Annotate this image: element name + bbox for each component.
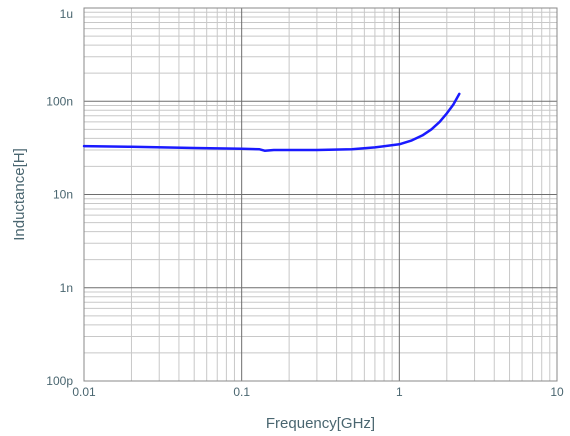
plot-frame xyxy=(83,7,558,382)
y-tick-label: 1u xyxy=(60,7,73,21)
y-axis-label: Inductance[H] xyxy=(11,148,28,241)
y-tick-label: 100n xyxy=(46,94,73,108)
y-tick-label: 1n xyxy=(60,281,73,295)
y-tick-label: 10n xyxy=(53,188,73,202)
x-tick-label: 10 xyxy=(550,385,564,399)
y-tick-label: 100p xyxy=(46,374,73,388)
x-tick-label: 1 xyxy=(396,385,403,399)
y-tick-labels: 100p 1n 10n 100n 1u xyxy=(46,7,73,388)
x-tick-labels: 0.01 0.1 1 10 xyxy=(72,385,564,399)
x-tick-label: 0.1 xyxy=(233,385,250,399)
series-line xyxy=(82,92,461,152)
x-tick-label: 0.01 xyxy=(72,385,96,399)
grid xyxy=(83,7,558,382)
x-axis-label: Frequency[GHz] xyxy=(266,415,375,432)
